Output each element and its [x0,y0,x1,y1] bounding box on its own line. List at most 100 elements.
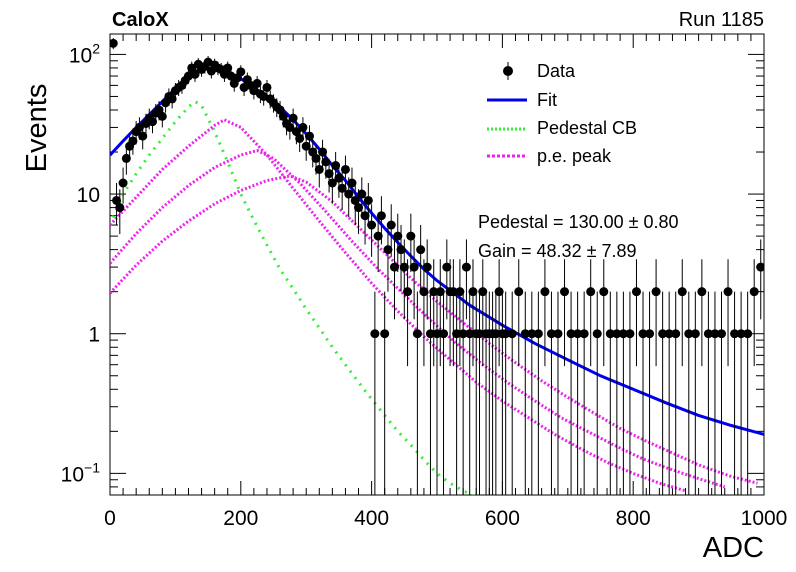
data-point [157,107,167,128]
data-marker [749,287,759,297]
data-marker [311,153,321,163]
data-marker [478,287,488,297]
data-marker [340,164,350,174]
data-marker [396,245,406,255]
data-marker [677,287,687,297]
data-point [599,259,609,367]
data-marker [285,122,295,132]
data-point [723,259,733,367]
data-marker [592,329,602,339]
data-point [383,225,393,292]
data-marker [301,141,311,151]
data-marker [380,329,390,339]
data-point [690,291,700,495]
data-marker [416,245,426,255]
data-marker [236,67,246,77]
data-marker [429,287,439,297]
data-marker [334,173,344,183]
data-point [298,117,308,140]
data-marker [370,329,380,339]
data-point [393,213,403,273]
data-point [586,259,596,367]
data-point [458,291,468,495]
data-marker [730,329,740,339]
data-marker [412,329,422,339]
data-point [579,291,589,495]
data-marker [448,287,458,297]
data-marker [321,157,331,167]
data-marker [690,329,700,339]
x-tick-label: 600 [485,507,520,530]
data-marker [121,153,131,163]
data-marker [399,262,409,272]
data-point [425,291,435,495]
data-point [625,291,635,495]
data-point [514,259,524,367]
data-marker [134,122,144,132]
data-point [262,79,272,96]
data-marker [514,287,524,297]
data-marker [327,178,337,188]
data-marker [586,287,596,297]
data-point [736,291,746,495]
data-marker [494,287,504,297]
data-point [340,155,350,188]
pedestal-cb-curve [110,99,476,495]
data-marker [357,189,367,199]
data-marker [110,38,118,48]
data-marker [376,211,386,221]
data-marker [461,262,471,272]
x-tick-label: 200 [223,507,258,530]
data-point [677,259,687,367]
data-point [435,259,445,367]
data-marker [422,262,432,272]
data-point [432,291,442,495]
data-marker [314,164,324,174]
data-point [223,61,233,76]
data-point [612,291,622,495]
data-marker [651,287,661,297]
data-marker [432,329,442,339]
data-point [566,291,576,495]
data-marker [527,329,537,339]
data-marker [409,262,419,272]
data-point [337,172,347,211]
data-point [112,183,122,226]
data-point [494,259,504,367]
data-marker [115,203,125,213]
tick-labels: 0 200 400 600 800 1000 10−1 1 10 102 [61,40,788,530]
data-marker [491,329,501,339]
data-point [324,159,334,193]
data-point [409,239,419,320]
data-point [406,213,416,273]
data-marker [638,329,648,339]
data-point [658,291,668,495]
data-marker [354,203,364,213]
data-marker [128,136,138,146]
data-point [684,291,694,495]
data-marker [278,111,288,121]
data-point [553,291,563,495]
data-point [236,65,246,80]
data-marker [546,329,556,339]
data-point [327,167,337,204]
data-marker [337,183,347,193]
data-marker [393,231,403,241]
data-points [110,38,764,495]
data-point [360,196,370,245]
pe-peak-curve-1 [110,118,686,493]
axis-ticks [109,34,765,496]
data-marker [291,127,301,137]
data-point [638,291,648,495]
data-point [334,163,344,198]
data-marker [560,287,570,297]
data-point [190,67,200,82]
data-point [452,291,462,495]
data-point [373,213,383,273]
data-point [376,196,386,245]
legend-label-pe-peak: p.e. peak [537,146,612,166]
data-marker [507,329,517,339]
data-point [367,204,377,257]
data-marker [743,329,753,339]
data-point [403,259,413,367]
